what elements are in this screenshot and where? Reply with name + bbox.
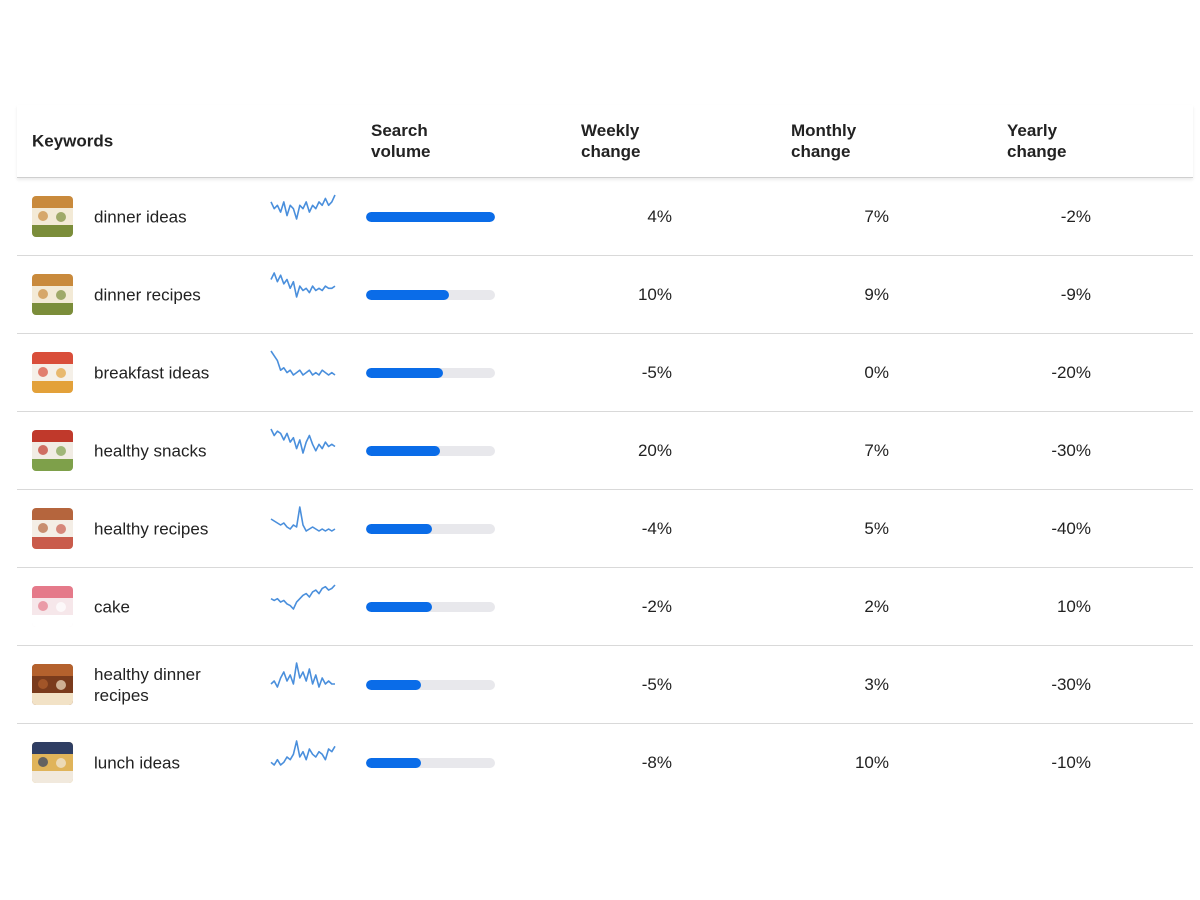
weekly-change-value: -5%: [641, 362, 672, 382]
trend-sparkline: [270, 506, 336, 532]
search-volume-fill: [366, 368, 444, 378]
keyword-label[interactable]: healthy snacks: [94, 441, 207, 460]
weekly-change-value: -5%: [641, 674, 672, 694]
yearly-change-value: -30%: [1051, 440, 1091, 460]
weekly-change-value: 4%: [647, 206, 672, 226]
header-weekly-change[interactable]: Weekly change: [581, 121, 641, 161]
weekly-change-value: -4%: [641, 518, 672, 538]
monthly-change-value: 0%: [864, 362, 889, 382]
table-body: dinner ideas 4% 7% -2% dinner recipes 10% 9% -9…: [17, 178, 1193, 801]
yearly-change-value: -40%: [1051, 518, 1091, 538]
search-volume-fill: [366, 446, 440, 456]
keyword-label[interactable]: dinner recipes: [94, 285, 201, 304]
yearly-change-value: -30%: [1051, 674, 1091, 694]
monthly-change-value: 5%: [864, 518, 889, 538]
monthly-change-value: 10%: [854, 752, 889, 772]
monthly-change-value: 2%: [864, 596, 889, 616]
table-row[interactable]: lunch ideas -8% 10% -10%: [17, 724, 1193, 801]
yearly-change-value: -20%: [1051, 362, 1091, 382]
weekly-change-value: -8%: [641, 752, 672, 772]
trend-sparkline: [270, 272, 336, 298]
search-volume-bar: [366, 368, 495, 378]
table-row[interactable]: breakfast ideas -5% 0% -20%: [17, 334, 1193, 412]
search-volume-bar: [366, 758, 495, 768]
table-row[interactable]: dinner ideas 4% 7% -2%: [17, 178, 1193, 256]
search-volume-bar: [366, 446, 495, 456]
trend-line: [270, 662, 335, 688]
table-row[interactable]: dinner recipes 10% 9% -9%: [17, 256, 1193, 334]
breakfast-ideas-thumbnail-icon: [32, 352, 73, 393]
keyword-label[interactable]: lunch ideas: [94, 753, 181, 772]
search-volume-bar: [366, 290, 495, 300]
trend-line: [270, 194, 336, 220]
search-volume-fill: [366, 758, 422, 768]
trend-line: [270, 428, 336, 454]
header-search-volume[interactable]: Search volume: [371, 121, 431, 161]
header-monthly-change[interactable]: Monthly change: [791, 121, 857, 161]
trend-sparkline: [270, 740, 336, 766]
trend-sparkline: [270, 428, 336, 454]
weekly-change-value: 20%: [637, 440, 672, 460]
trend-line: [270, 740, 336, 766]
trend-sparkline: [270, 584, 336, 610]
search-volume-fill: [366, 524, 432, 534]
search-volume-bar: [366, 212, 495, 222]
healthy-snacks-thumbnail-icon: [32, 430, 73, 471]
search-volume-fill: [366, 602, 432, 612]
trend-line: [270, 584, 336, 610]
keywords-table: Keywords Search volume Weekly change Mon…: [17, 105, 1193, 801]
healthy-recipes-thumbnail-icon: [32, 508, 73, 549]
table-row[interactable]: healthy snacks 20% 7% -30%: [17, 412, 1193, 490]
monthly-change-value: 7%: [864, 206, 889, 226]
table-row[interactable]: healthy dinner recipes -5% 3% -30%: [17, 646, 1193, 724]
yearly-change-value: -2%: [1060, 206, 1091, 226]
header-yearly-change[interactable]: Yearly change: [1007, 121, 1067, 161]
table-row[interactable]: cake -2% 2% 10%: [17, 568, 1193, 646]
keyword-label[interactable]: healthy dinner recipes: [94, 664, 201, 705]
weekly-change-value: -2%: [641, 596, 672, 616]
table-row[interactable]: healthy recipes -4% 5% -40%: [17, 490, 1193, 568]
search-volume-fill: [366, 212, 495, 222]
keyword-label[interactable]: cake: [94, 597, 130, 616]
keyword-label[interactable]: dinner ideas: [94, 207, 187, 226]
yearly-change-value: -9%: [1060, 284, 1091, 304]
monthly-change-value: 7%: [864, 440, 889, 460]
search-volume-fill: [366, 290, 449, 300]
search-volume-fill: [366, 680, 422, 690]
keyword-label[interactable]: healthy recipes: [94, 519, 209, 538]
lunch-ideas-thumbnail-icon: [32, 742, 73, 783]
dinner-ideas-thumbnail-icon: [32, 196, 73, 237]
healthy-dinner-recipes-thumbnail-icon: [32, 664, 73, 705]
search-volume-bar: [366, 524, 495, 534]
trend-line: [270, 506, 336, 532]
dinner-recipes-thumbnail-icon: [32, 274, 73, 315]
search-volume-bar: [366, 680, 495, 690]
table-header: Keywords Search volume Weekly change Mon…: [17, 105, 1193, 178]
header-keywords[interactable]: Keywords: [32, 131, 114, 151]
trend-sparkline: [270, 194, 336, 220]
yearly-change-value: 10%: [1056, 596, 1091, 616]
search-volume-bar: [366, 602, 495, 612]
trend-sparkline: [270, 662, 335, 688]
trend-line: [270, 350, 336, 376]
trend-sparkline: [270, 350, 336, 376]
cake-thumbnail-icon: [32, 586, 73, 627]
monthly-change-value: 9%: [864, 284, 889, 304]
trend-line: [270, 272, 336, 298]
keyword-label[interactable]: breakfast ideas: [94, 363, 210, 382]
weekly-change-value: 10%: [637, 284, 672, 304]
yearly-change-value: -10%: [1051, 752, 1091, 772]
monthly-change-value: 3%: [864, 674, 889, 694]
